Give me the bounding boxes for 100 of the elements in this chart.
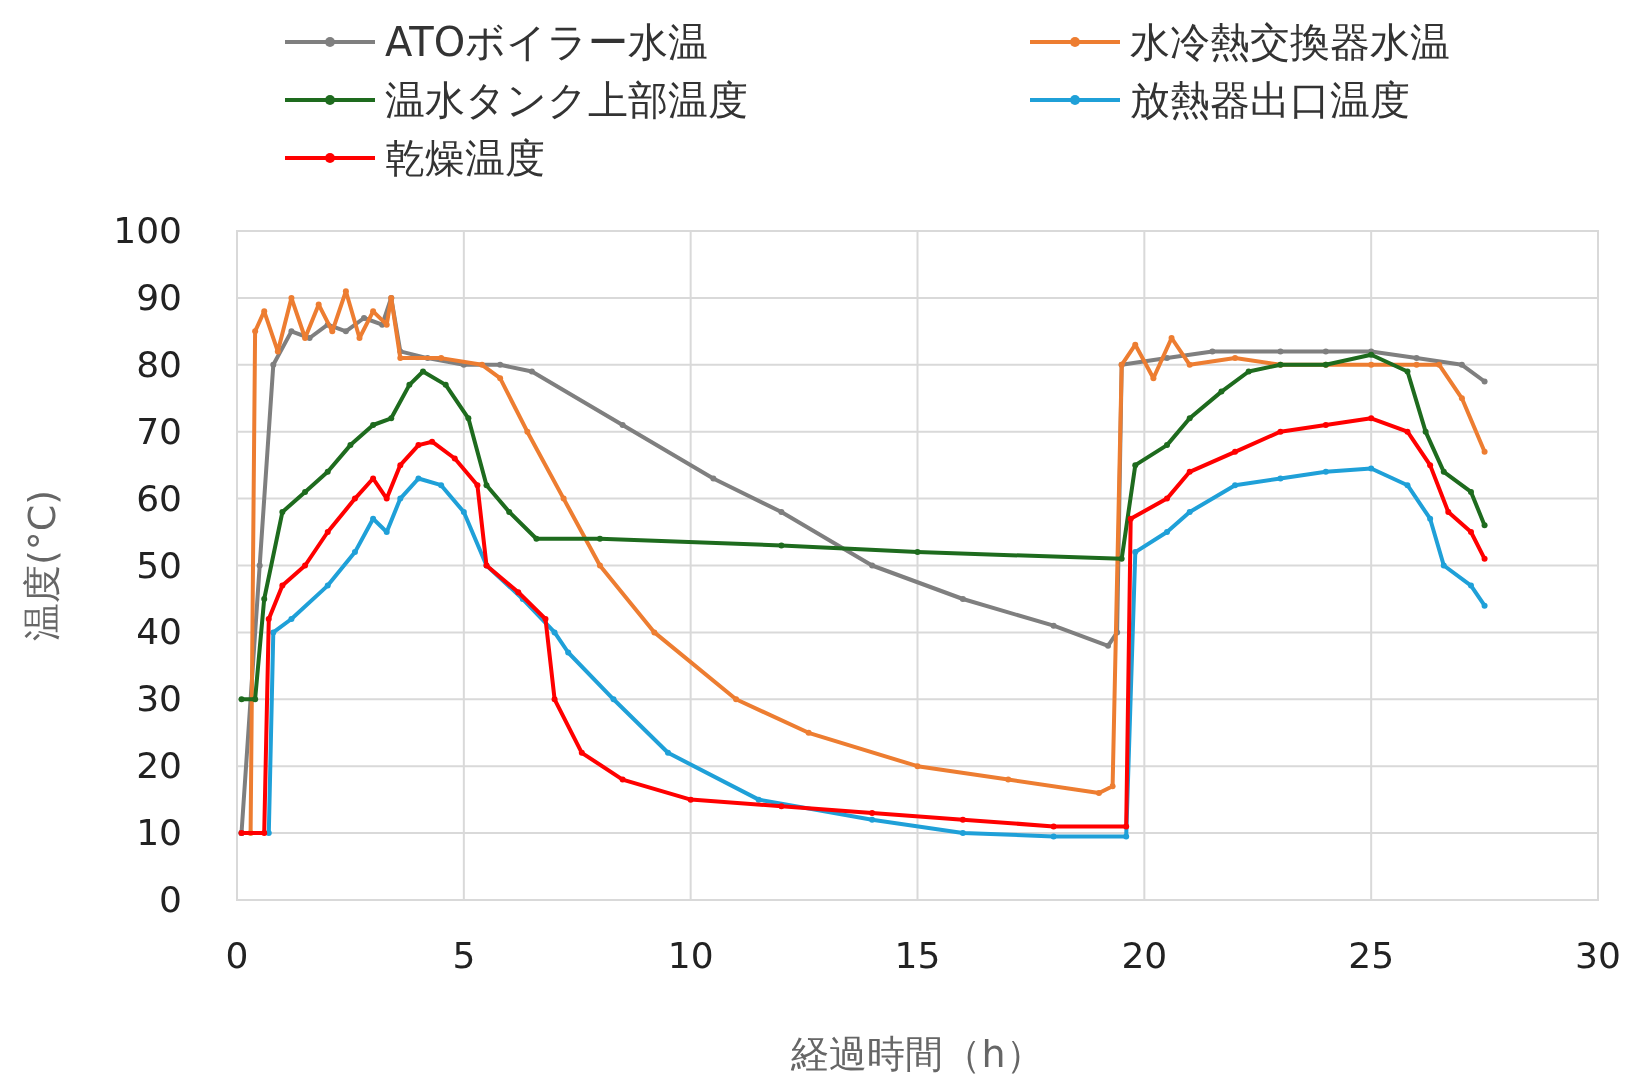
legend-label: 温水タンク上部温度 (385, 77, 748, 123)
y-tick-label: 10 (136, 812, 182, 854)
legend-label: ATOボイラー水温 (385, 19, 709, 65)
y-tick-label: 40 (136, 611, 182, 653)
point (1164, 495, 1171, 502)
y-tick-label: 100 (113, 210, 182, 251)
point (1127, 515, 1134, 522)
point (1186, 415, 1193, 422)
point (497, 361, 504, 368)
point (619, 776, 626, 783)
point (1467, 582, 1474, 589)
point (1150, 375, 1157, 382)
x-tick-label: 25 (1348, 935, 1395, 976)
point (778, 508, 785, 515)
point (270, 629, 277, 636)
point (959, 816, 966, 823)
point (1322, 422, 1329, 429)
point (478, 361, 485, 368)
point (324, 529, 331, 536)
point (1481, 522, 1488, 529)
point (1404, 482, 1411, 489)
point (1209, 348, 1216, 355)
point (1095, 789, 1102, 796)
legend-label: 乾燥温度 (385, 135, 545, 181)
point (515, 589, 522, 596)
y-tick-label: 90 (136, 276, 182, 318)
point (1368, 415, 1375, 422)
point (1481, 555, 1488, 562)
point (1458, 395, 1465, 402)
point (261, 595, 268, 602)
point (1427, 515, 1434, 522)
point (497, 375, 504, 382)
point (261, 830, 268, 837)
legend-label: 水冷熱交換器水温 (1130, 19, 1450, 65)
point (1132, 549, 1139, 556)
point (664, 749, 671, 756)
point (565, 649, 572, 656)
point (238, 696, 245, 703)
point (342, 328, 349, 335)
point (1481, 378, 1488, 385)
point (959, 830, 966, 837)
point (1164, 529, 1171, 536)
point (551, 696, 558, 703)
point (1277, 475, 1284, 482)
point (288, 328, 295, 335)
point (252, 328, 259, 335)
point (1232, 482, 1239, 489)
point (778, 803, 785, 810)
point (1277, 428, 1284, 435)
point (687, 796, 694, 803)
point (1440, 468, 1447, 475)
point (302, 562, 309, 569)
point (397, 355, 404, 362)
point (596, 535, 603, 542)
point (483, 482, 490, 489)
y-tick-label: 30 (136, 678, 182, 720)
point (356, 335, 363, 342)
point (361, 314, 368, 321)
x-tick-label: 10 (667, 935, 714, 976)
point (1481, 602, 1488, 609)
point (415, 442, 422, 449)
point (329, 328, 336, 335)
point (288, 294, 295, 301)
point (1368, 361, 1375, 368)
point (778, 542, 785, 549)
point (438, 482, 445, 489)
point (451, 455, 458, 462)
point (1368, 465, 1375, 472)
point (1164, 355, 1171, 362)
point (1422, 428, 1429, 435)
point (596, 562, 603, 569)
point (528, 368, 535, 375)
x-axis-title: 経過時間（h） (790, 1032, 1044, 1076)
point (265, 830, 272, 837)
point (1413, 361, 1420, 368)
point (270, 361, 277, 368)
point (733, 696, 740, 703)
point (302, 335, 309, 342)
point (560, 495, 567, 502)
point (279, 508, 286, 515)
y-tick-label: 70 (136, 410, 182, 452)
x-tick-label: 15 (894, 935, 941, 976)
point (1123, 833, 1130, 840)
point (1050, 823, 1057, 830)
point (383, 321, 390, 328)
point (533, 535, 540, 542)
point (1445, 508, 1452, 515)
point (1436, 361, 1443, 368)
point (1118, 555, 1125, 562)
point (474, 482, 481, 489)
point (1467, 529, 1474, 536)
point (1440, 562, 1447, 569)
point (420, 368, 426, 375)
point (429, 438, 436, 445)
y-tick-label: 20 (136, 745, 182, 787)
point (1322, 468, 1329, 475)
point (1481, 448, 1488, 455)
point (914, 549, 921, 556)
point (465, 415, 472, 422)
point (1458, 361, 1465, 368)
